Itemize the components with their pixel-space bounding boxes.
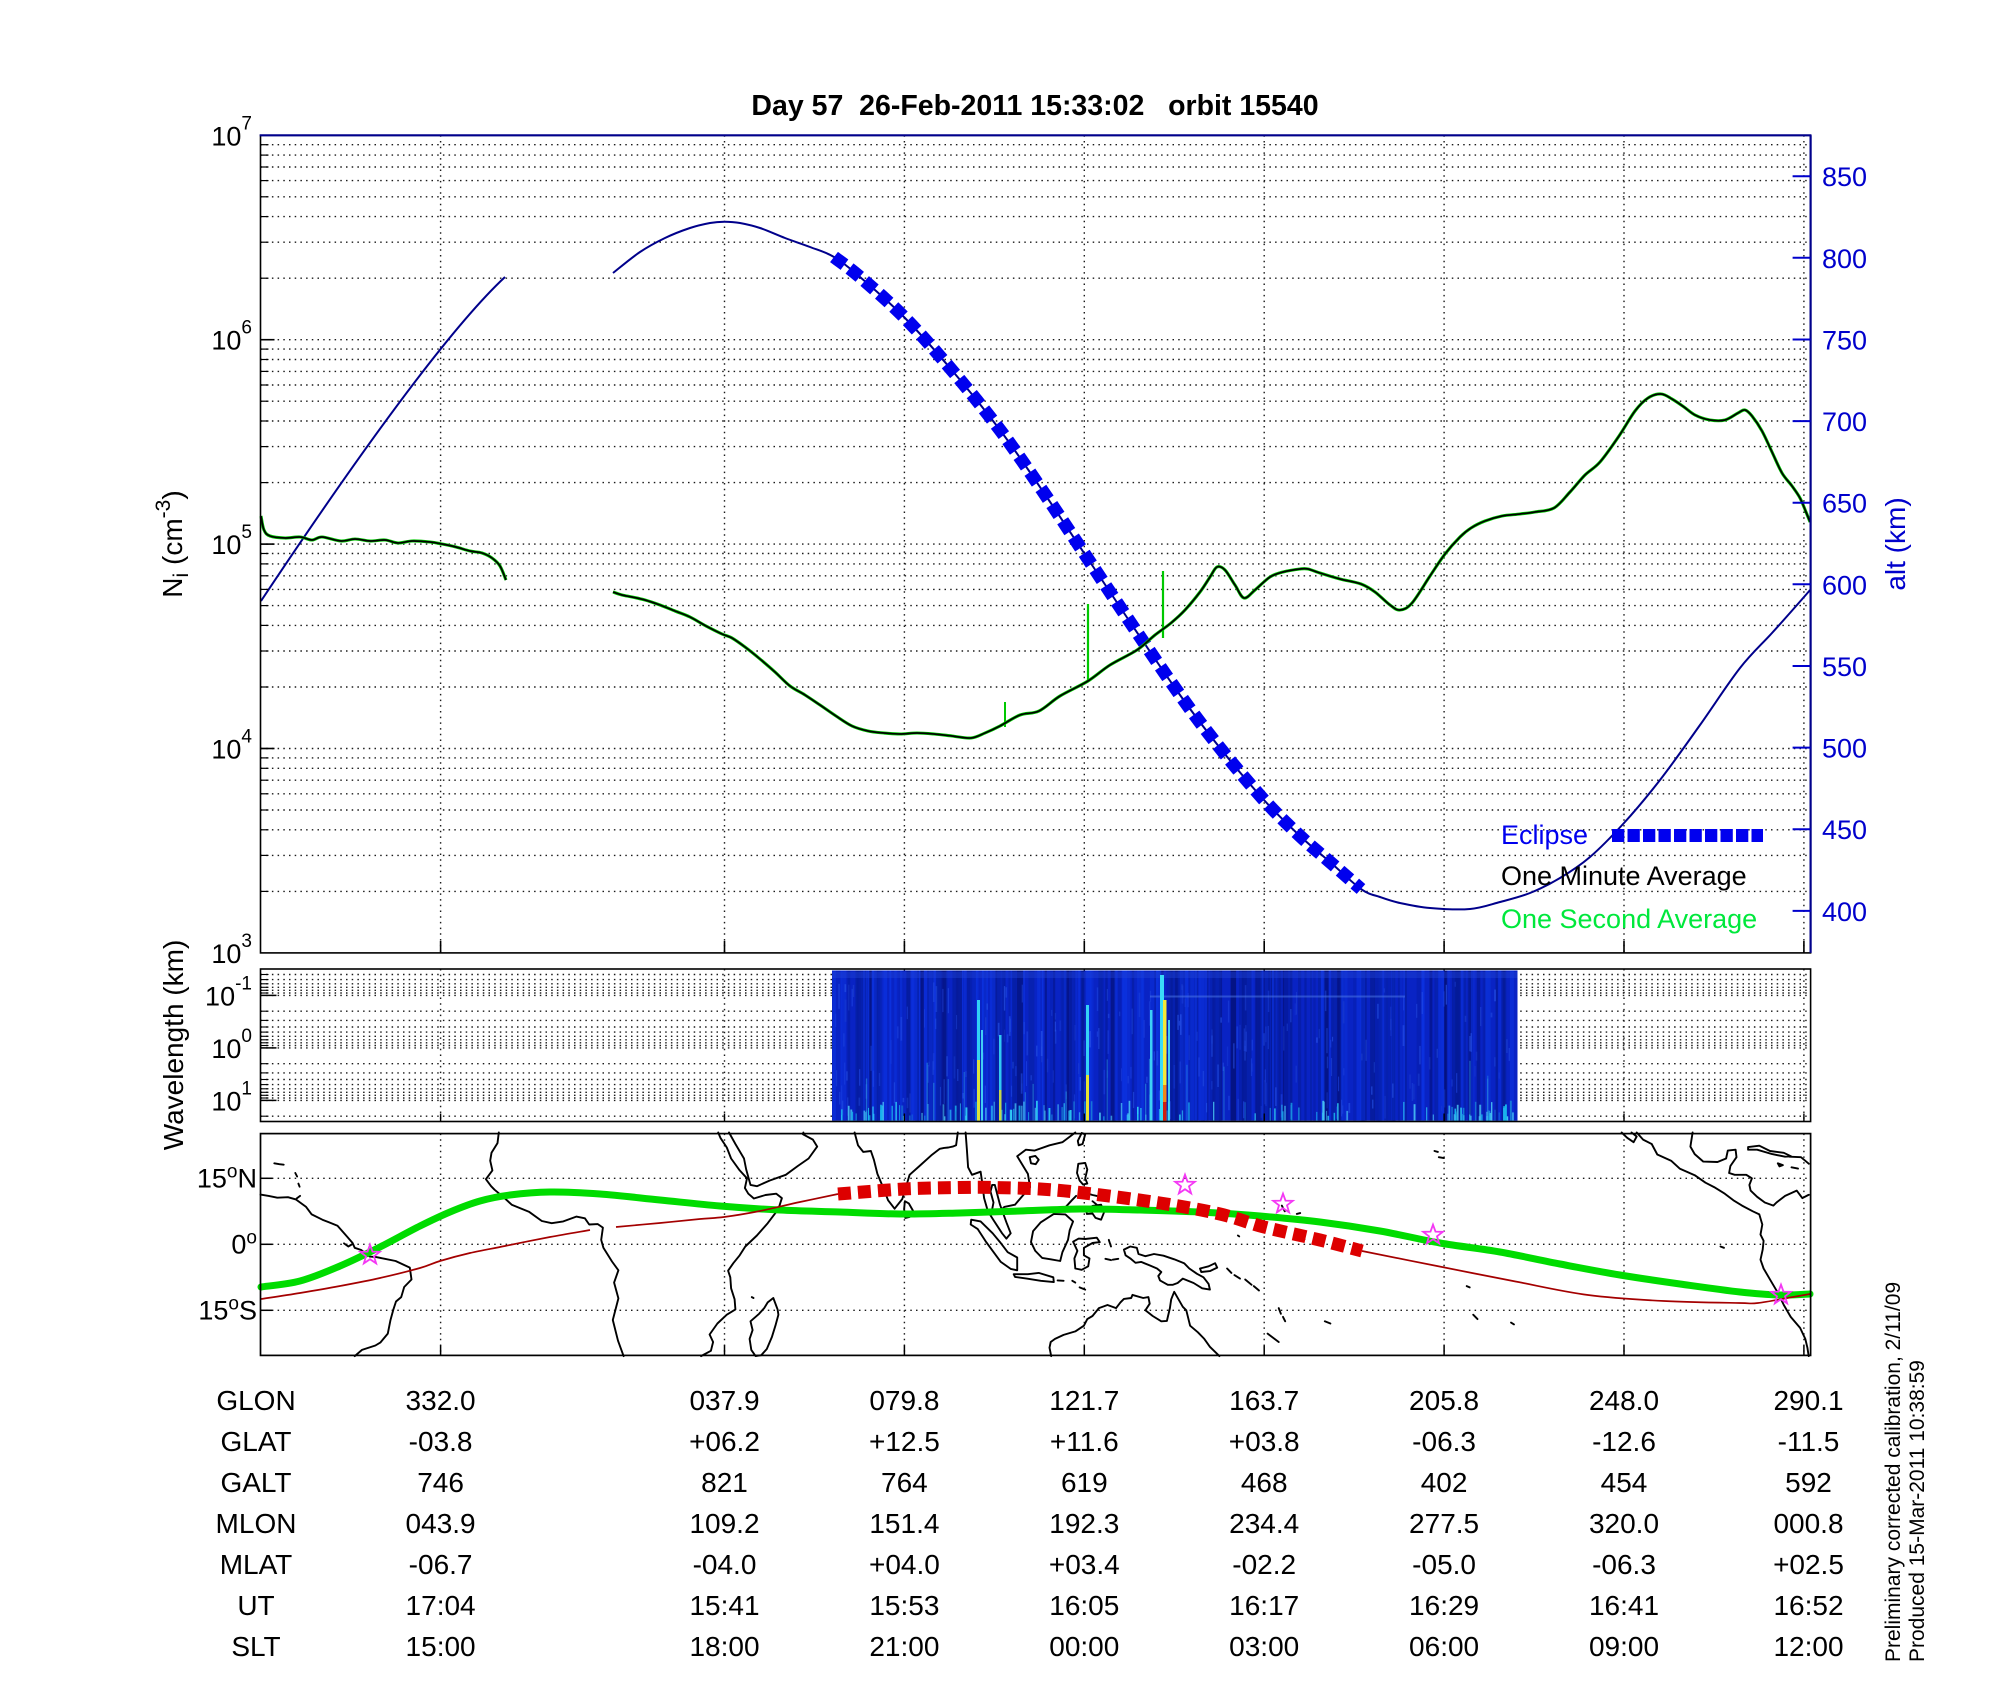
svg-text:09:00: 09:00 [1589,1631,1659,1662]
svg-text:+04.0: +04.0 [869,1549,940,1580]
svg-text:Ni (cm-3): Ni (cm-3) [152,490,193,597]
svg-text:402: 402 [1421,1467,1468,1498]
svg-text:15:53: 15:53 [869,1590,939,1621]
svg-text:121.7: 121.7 [1049,1385,1119,1416]
svg-text:16:05: 16:05 [1049,1590,1119,1621]
svg-text:277.5: 277.5 [1409,1508,1479,1539]
svg-text:248.0: 248.0 [1589,1385,1659,1416]
svg-text:00:00: 00:00 [1049,1631,1119,1662]
svg-text:043.9: 043.9 [406,1508,476,1539]
svg-text:619: 619 [1061,1467,1108,1498]
svg-text:15:41: 15:41 [689,1590,759,1621]
svg-text:-05.0: -05.0 [1412,1549,1476,1580]
svg-text:592: 592 [1785,1467,1832,1498]
svg-text:17:04: 17:04 [406,1590,476,1621]
svg-text:Produced 15-Mar-2011 10:38:59: Produced 15-Mar-2011 10:38:59 [1906,1360,1929,1662]
svg-text:332.0: 332.0 [406,1385,476,1416]
svg-text:109.2: 109.2 [689,1508,759,1539]
svg-text:800: 800 [1822,244,1867,274]
svg-text:+03.8: +03.8 [1229,1426,1300,1457]
svg-text:205.8: 205.8 [1409,1385,1479,1416]
svg-text:105: 105 [211,522,252,560]
svg-text:15oN: 15oN [197,1161,257,1193]
svg-text:450: 450 [1822,815,1867,845]
svg-text:-06.7: -06.7 [409,1549,473,1580]
svg-text:SLT: SLT [231,1631,280,1662]
svg-text:alt (km): alt (km) [1880,497,1911,590]
svg-text:-12.6: -12.6 [1592,1426,1656,1457]
svg-text:-02.2: -02.2 [1232,1549,1296,1580]
svg-text:Day 57 26-Feb-2011 15:33:02: Day 57 26-Feb-2011 15:33:02 orbit 15540 [751,90,1318,122]
svg-text:290.1: 290.1 [1773,1385,1843,1416]
svg-text:600: 600 [1822,570,1867,600]
svg-text:-11.5: -11.5 [1778,1426,1840,1457]
svg-text:GLAT: GLAT [220,1426,291,1457]
svg-text:+03.4: +03.4 [1049,1549,1120,1580]
svg-text:+12.5: +12.5 [869,1426,940,1457]
svg-text:15:00: 15:00 [406,1631,476,1662]
svg-text:700: 700 [1822,407,1867,437]
svg-text:101: 101 [211,1078,252,1116]
svg-text:079.8: 079.8 [869,1385,939,1416]
svg-text:One Minute Average: One Minute Average [1501,861,1747,891]
svg-text:151.4: 151.4 [869,1508,939,1539]
svg-text:21:00: 21:00 [869,1631,939,1662]
svg-text:-04.0: -04.0 [693,1549,757,1580]
svg-text:18:00: 18:00 [689,1631,759,1662]
svg-text:320.0: 320.0 [1589,1508,1659,1539]
svg-text:+06.2: +06.2 [689,1426,760,1457]
svg-text:106: 106 [211,318,252,356]
svg-text:746: 746 [417,1467,464,1498]
svg-text:500: 500 [1822,734,1867,764]
svg-text:GALT: GALT [220,1467,291,1498]
svg-text:Wavelength (km): Wavelength (km) [158,940,189,1151]
svg-text:-06.3: -06.3 [1592,1549,1656,1580]
svg-text:821: 821 [701,1467,748,1498]
svg-text:UT: UT [237,1590,274,1621]
svg-text:103: 103 [211,931,252,969]
svg-text:16:29: 16:29 [1409,1590,1479,1621]
svg-text:468: 468 [1241,1467,1288,1498]
svg-text:163.7: 163.7 [1229,1385,1299,1416]
svg-text:100: 100 [211,1026,252,1064]
svg-text:-06.3: -06.3 [1412,1426,1476,1457]
svg-text:16:17: 16:17 [1229,1590,1299,1621]
svg-text:454: 454 [1601,1467,1648,1498]
svg-text:10-1: 10-1 [205,973,252,1011]
svg-text:MLAT: MLAT [220,1549,293,1580]
svg-text:192.3: 192.3 [1049,1508,1119,1539]
svg-text:+11.6: +11.6 [1050,1426,1119,1457]
svg-text:234.4: 234.4 [1229,1508,1299,1539]
svg-text:Eclipse: Eclipse [1501,820,1588,850]
svg-text:12:00: 12:00 [1773,1631,1843,1662]
svg-text:GLON: GLON [216,1385,295,1416]
svg-text:MLON: MLON [216,1508,297,1539]
svg-text:+02.5: +02.5 [1773,1549,1844,1580]
svg-text:15oS: 15oS [198,1293,257,1325]
svg-text:000.8: 000.8 [1773,1508,1843,1539]
svg-text:Preliminary corrected calibrat: Preliminary corrected calibration, 2/11/… [1882,1282,1905,1662]
svg-text:-03.8: -03.8 [409,1426,473,1457]
svg-text:One Second Average: One Second Average [1501,904,1757,934]
svg-text:550: 550 [1822,652,1867,682]
svg-text:104: 104 [211,727,252,765]
svg-text:06:00: 06:00 [1409,1631,1479,1662]
svg-text:850: 850 [1822,162,1867,192]
svg-text:03:00: 03:00 [1229,1631,1299,1662]
svg-text:16:41: 16:41 [1589,1590,1659,1621]
svg-text:750: 750 [1822,326,1867,356]
svg-text:650: 650 [1822,489,1867,519]
svg-text:0o: 0o [231,1227,257,1259]
svg-text:107: 107 [211,113,252,151]
svg-text:037.9: 037.9 [689,1385,759,1416]
svg-text:764: 764 [881,1467,928,1498]
svg-text:16:52: 16:52 [1773,1590,1843,1621]
svg-text:400: 400 [1822,897,1867,927]
